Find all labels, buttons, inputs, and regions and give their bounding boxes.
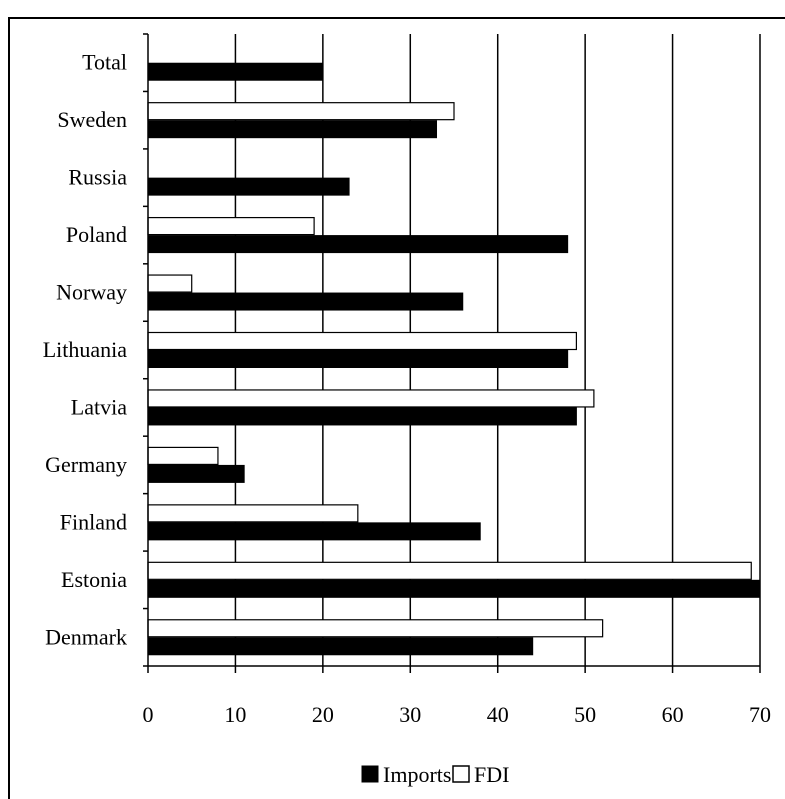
bar-fdi-poland [147, 216, 315, 236]
bar-fdi-lithuania [147, 331, 577, 351]
category-label-poland: Poland [66, 222, 127, 247]
bar-imports-norway [147, 292, 464, 311]
tick-labels: 0 10 20 30 40 50 60 70 [143, 702, 772, 727]
x-tick-label-70: 70 [749, 702, 771, 727]
bar-imports-russia [147, 177, 350, 196]
bar-imports-total [147, 62, 324, 81]
category-label-denmark: Denmark [45, 624, 127, 649]
bar-fdi-estonia [147, 561, 752, 580]
category-label-norway: Norway [56, 280, 127, 305]
bar-imports-estonia [147, 579, 761, 598]
category-labels: Total Sweden Russia Poland Norway Lithuania La… [43, 50, 128, 650]
bar-imports-lithuania [147, 350, 569, 368]
category-label-latvia: Latvia [71, 394, 127, 419]
category-label-russia: Russia [68, 165, 127, 190]
bar-fdi-latvia [147, 389, 595, 408]
bar-imports-latvia [147, 407, 577, 426]
bar-imports-germany [147, 464, 245, 483]
bar-fdi-norway [147, 274, 193, 293]
x-tick-label-30: 30 [399, 702, 421, 727]
legend-label-fdi: FDI [474, 762, 509, 787]
x-tick-label-40: 40 [487, 702, 509, 727]
axes [143, 33, 761, 673]
bar-imports-sweden [147, 120, 438, 139]
bar-imports-finland [147, 522, 481, 541]
category-label-lithuania: Lithuania [43, 337, 128, 362]
bar-imports-denmark [147, 637, 534, 656]
category-label-total: Total [82, 50, 127, 75]
x-tick-label-0: 0 [143, 702, 154, 727]
category-label-germany: Germany [45, 452, 127, 477]
legend-swatch-imports [361, 765, 379, 783]
bar-fdi-finland [147, 504, 359, 523]
x-tick-label-50: 50 [574, 702, 596, 727]
x-tick-label-60: 60 [662, 702, 684, 727]
bar-imports-poland [147, 235, 569, 254]
category-label-estonia: Estonia [61, 567, 127, 592]
category-label-finland: Finland [60, 509, 127, 534]
x-tick-label-10: 10 [224, 702, 246, 727]
legend: Imports FDI [361, 762, 509, 787]
category-label-sweden: Sweden [57, 107, 127, 132]
legend-label-imports: Imports [383, 762, 451, 787]
x-tick-label-20: 20 [312, 702, 334, 727]
bar-fdi-denmark [147, 619, 604, 638]
bar-fdi-germany [147, 446, 219, 466]
bars [147, 62, 761, 656]
legend-swatch-fdi [452, 765, 470, 783]
bar-fdi-sweden [147, 102, 455, 121]
